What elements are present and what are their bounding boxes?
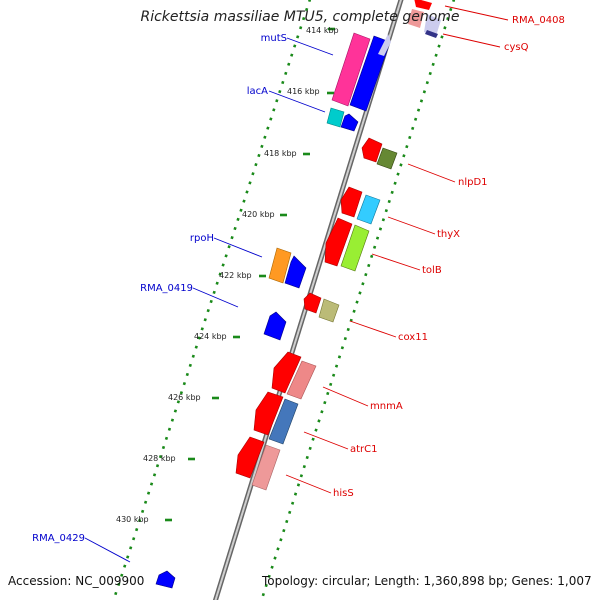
accession-text: Accession: NC_009900 xyxy=(8,574,145,588)
gene-label-lacA[interactable]: lacA xyxy=(247,86,268,97)
kbp-label: 416 kbp xyxy=(287,87,320,96)
gene-nlpD1[interactable] xyxy=(361,137,398,170)
kbp-label: 424 kbp xyxy=(194,332,227,341)
gene-label-rpoH[interactable]: rpoH xyxy=(190,233,214,244)
gene-hisS[interactable] xyxy=(235,436,281,491)
kbp-label: 414 kbp xyxy=(306,26,339,35)
gene-tolB[interactable] xyxy=(324,217,370,272)
kbp-label: 422 kbp xyxy=(219,271,252,280)
gene-label-atrC1[interactable]: atrC1 xyxy=(350,444,378,455)
gene-cox11[interactable] xyxy=(303,292,340,323)
gene-label-nlpD1[interactable]: nlpD1 xyxy=(458,177,488,188)
gene-label-RMA_0408[interactable]: RMA_0408 xyxy=(512,15,565,26)
kbp-label: 430 kbp xyxy=(116,515,149,524)
gene-mnmA[interactable] xyxy=(271,351,317,400)
gene-lacA[interactable] xyxy=(326,107,359,132)
gene-label-hisS[interactable]: hisS xyxy=(333,488,354,499)
gene-label-mnmA[interactable]: mnmA xyxy=(370,401,403,412)
genome-summary-text: Topology: circular; Length: 1,360,898 bp… xyxy=(262,574,592,588)
gene-mutS[interactable] xyxy=(331,32,391,112)
gene-label-thyX[interactable]: thyX xyxy=(437,229,460,240)
gene-RMA_0419[interactable] xyxy=(263,311,287,341)
gene-label-cysQ[interactable]: cysQ xyxy=(504,42,529,53)
tick-track-outer xyxy=(112,0,456,600)
gene-atrC1[interactable] xyxy=(253,391,299,445)
gene-RMA_0408[interactable] xyxy=(408,0,441,38)
kbp-label: 426 kbp xyxy=(168,393,201,402)
gene-label-tolB[interactable]: tolB xyxy=(422,265,442,276)
gene-label-RMA_0419[interactable]: RMA_0419 xyxy=(140,283,193,294)
kbp-label: 420 kbp xyxy=(242,210,275,219)
gene-rpoH[interactable] xyxy=(268,247,307,289)
kbp-label: 418 kbp xyxy=(264,149,297,158)
kbp-label: 428 kbp xyxy=(143,454,176,463)
gene-label-RMA_0429[interactable]: RMA_0429 xyxy=(32,533,85,544)
kbp-ticks xyxy=(165,27,335,522)
gene-label-cox11[interactable]: cox11 xyxy=(398,332,428,343)
gene-label-mutS[interactable]: mutS xyxy=(261,33,287,44)
label-connectors xyxy=(84,5,509,563)
gene-thyX[interactable] xyxy=(340,186,381,225)
gene-RMA_0429[interactable] xyxy=(155,570,176,589)
page-title: Rickettsia massiliae MTU5, complete geno… xyxy=(140,9,460,25)
